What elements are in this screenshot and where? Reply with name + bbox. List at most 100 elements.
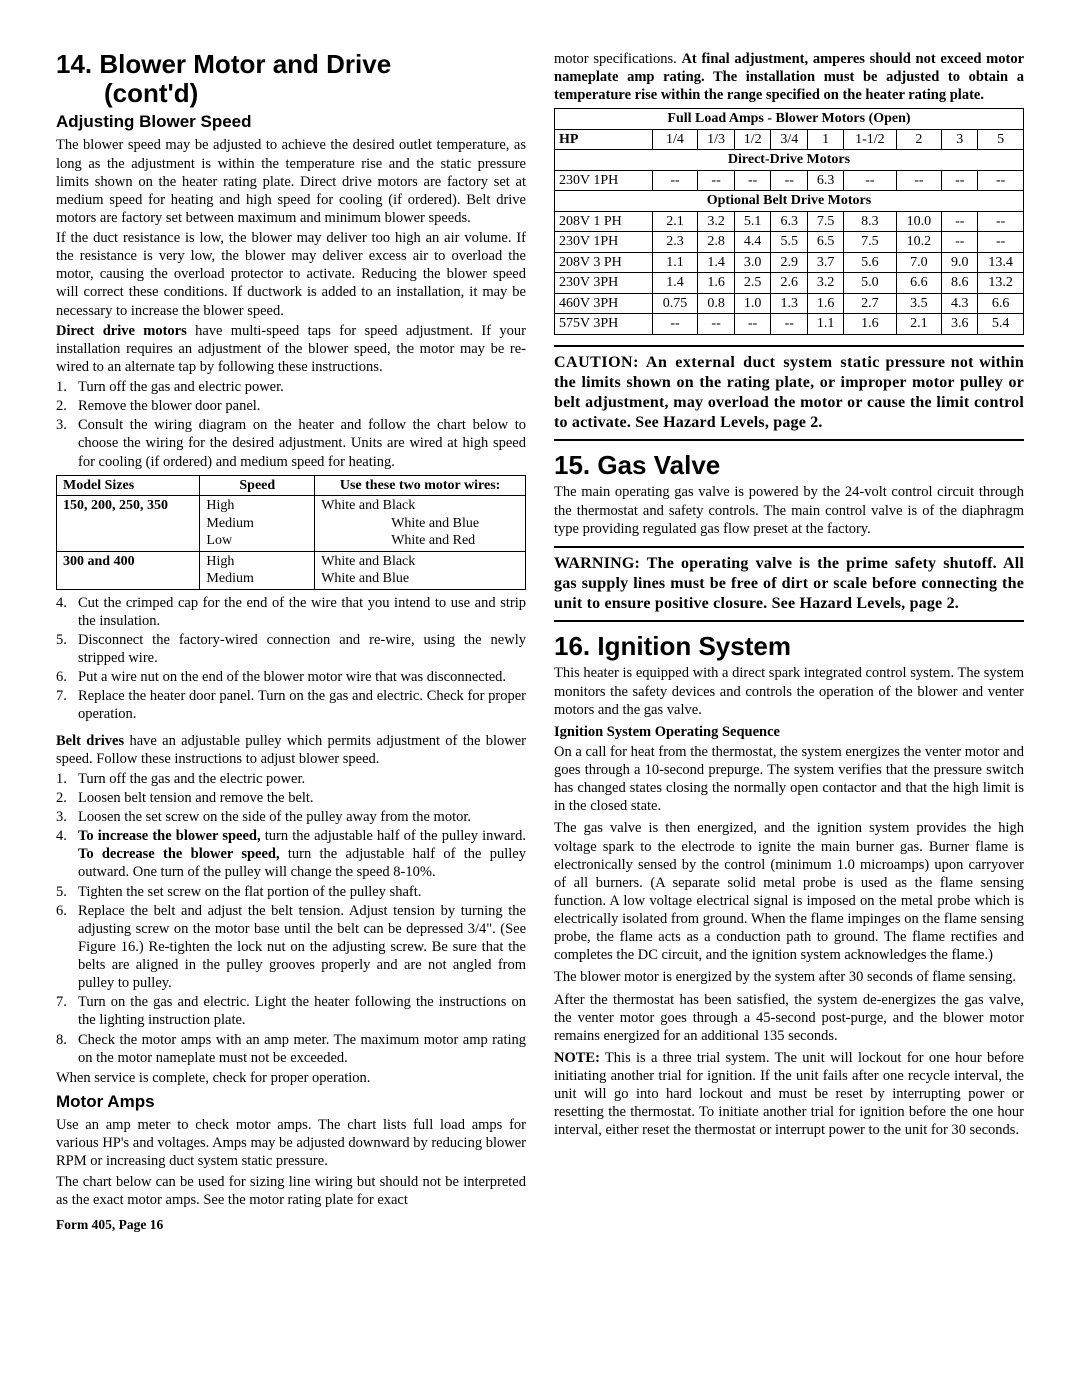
wire-val: White and Blue <box>321 515 519 533</box>
page-footer: Form 405, Page 16 <box>56 1217 526 1234</box>
amp-cell: 6.5 <box>808 232 844 253</box>
list-item: Put a wire nut on the end of the blower … <box>56 668 526 686</box>
amp-cell: 3.2 <box>808 273 844 294</box>
para-belt-drive: Belt drives have an adjustable pulley wh… <box>56 732 526 768</box>
row-label: 208V 3 PH <box>555 252 653 273</box>
table-row: 230V 3PH 1.41.62.52.63.25.06.68.613.2 <box>555 273 1024 294</box>
para-ig-d: The blower motor is energized by the sys… <box>554 968 1024 986</box>
section-16-title: 16. Ignition System <box>554 632 1024 661</box>
table-row: 230V 1PH --------6.3-------- <box>555 170 1024 191</box>
amp-cell: -- <box>896 170 942 191</box>
amp-cell: -- <box>734 170 771 191</box>
wire-val: White and Blue <box>321 570 519 588</box>
amp-cell: 4.3 <box>942 293 978 314</box>
para-direct-drive: Direct drive motors have multi-speed tap… <box>56 322 526 376</box>
para-ig-c: The gas valve is then energized, and the… <box>554 819 1024 964</box>
cell-model: 150, 200, 250, 350 <box>57 496 200 552</box>
col-hp: 1/2 <box>734 129 771 150</box>
col-hp: 1 <box>808 129 844 150</box>
para-service-complete: When service is complete, check for prop… <box>56 1069 526 1087</box>
warning-box: WARNING: The operating valve is the prim… <box>554 546 1024 622</box>
caution-box: CAUTION: An external duct system static … <box>554 345 1024 441</box>
list-belt: Turn off the gas and the electric power.… <box>56 770 526 1067</box>
cell-wires: White and Black White and Blue White and… <box>315 496 526 552</box>
col-speed: Speed <box>200 475 315 496</box>
para-ig-f: NOTE: This is a three trial system. The … <box>554 1049 1024 1140</box>
table-row: 150, 200, 250, 350 High Medium Low White… <box>57 496 526 552</box>
amp-cell: 6.3 <box>771 211 808 232</box>
hp-label: HP <box>555 129 653 150</box>
cell-wires: White and Black White and Blue <box>315 551 526 589</box>
left-column: 14. Blower Motor and Drive (cont'd) Adju… <box>56 50 526 1234</box>
amp-cell: 0.75 <box>652 293 698 314</box>
amp-cell: 5.5 <box>771 232 808 253</box>
list-item: Consult the wiring diagram on the heater… <box>56 416 526 470</box>
col-model: Model Sizes <box>57 475 200 496</box>
list-item: Tighten the set screw on the flat portio… <box>56 883 526 901</box>
cell-speed: High Medium <box>200 551 315 589</box>
amp-cell: 1.6 <box>844 314 896 335</box>
table-row-header: Model Sizes Speed Use these two motor wi… <box>57 475 526 496</box>
subheading-motor-amps: Motor Amps <box>56 1091 526 1112</box>
table-row: 300 and 400 High Medium White and Black … <box>57 551 526 589</box>
amp-cell: 0.8 <box>698 293 735 314</box>
caution-line-1: CAUTION: An external duct system static <box>554 354 880 371</box>
amp-cell: 13.2 <box>978 273 1024 294</box>
amp-cell: 13.4 <box>978 252 1024 273</box>
speed-val: High <box>206 497 274 515</box>
bold-decrease: To decrease the blower speed, <box>78 846 280 862</box>
bold-belt: Belt drives <box>56 733 124 749</box>
table-row: 208V 1 PH 2.13.25.16.37.58.310.0---- <box>555 211 1024 232</box>
amp-cell: 1.6 <box>698 273 735 294</box>
amp-cell: -- <box>978 232 1024 253</box>
hp-text: HP <box>559 132 578 147</box>
amp-cell: 3.0 <box>734 252 771 273</box>
amp-cell: 2.9 <box>771 252 808 273</box>
amp-cell: -- <box>652 314 698 335</box>
amp-cell: 8.6 <box>942 273 978 294</box>
list-item: Replace the belt and adjust the belt ten… <box>56 902 526 993</box>
table-row: Direct-Drive Motors <box>555 150 1024 171</box>
amp-cell: 1.6 <box>808 293 844 314</box>
amp-cell: 4.4 <box>734 232 771 253</box>
list-item: Replace the heater door panel. Turn on t… <box>56 687 526 723</box>
speed-val: High <box>206 553 274 571</box>
list-item: Loosen belt tension and remove the belt. <box>56 789 526 807</box>
col-wires: Use these two motor wires: <box>315 475 526 496</box>
model-text: 300 and 400 <box>63 554 135 569</box>
wire-val: White and Black <box>321 553 519 571</box>
amp-cell: -- <box>771 170 808 191</box>
row-label: 208V 1 PH <box>555 211 653 232</box>
cell-model: 300 and 400 <box>57 551 200 589</box>
col-hp: 3 <box>942 129 978 150</box>
section-14-title: 14. Blower Motor and Drive (cont'd) <box>56 50 526 107</box>
text-belt: have an adjustable pulley which permits … <box>56 733 526 767</box>
table-row: 208V 3 PH 1.11.43.02.93.75.67.09.013.4 <box>555 252 1024 273</box>
amp-cell: 1.4 <box>652 273 698 294</box>
para-ig-b: On a call for heat from the thermostat, … <box>554 743 1024 816</box>
amp-cell: 3.5 <box>896 293 942 314</box>
para-ignition-intro: This heater is equipped with a direct sp… <box>554 664 1024 718</box>
amp-cell: 2.1 <box>896 314 942 335</box>
row-label: 230V 3PH <box>555 273 653 294</box>
table-row: HP 1/4 1/3 1/2 3/4 1 1-1/2 2 3 5 <box>555 129 1024 150</box>
text-note: This is a three trial system. The unit w… <box>554 1050 1024 1139</box>
para-amps-1: Use an amp meter to check motor amps. Th… <box>56 1116 526 1170</box>
subheading-adjusting: Adjusting Blower Speed <box>56 111 526 132</box>
speed-val: Medium <box>206 515 274 533</box>
row-label: 575V 3PH <box>555 314 653 335</box>
section-15-title: 15. Gas Valve <box>554 451 1024 480</box>
amp-cell: 5.0 <box>844 273 896 294</box>
wire-table: Model Sizes Speed Use these two motor wi… <box>56 475 526 590</box>
col-hp: 1/4 <box>652 129 698 150</box>
amp-cell: 8.3 <box>844 211 896 232</box>
list-item: Loosen the set screw on the side of the … <box>56 808 526 826</box>
bold-increase: To increase the blower speed, <box>78 828 261 844</box>
col-hp: 1/3 <box>698 129 735 150</box>
table-row: Full Load Amps - Blower Motors (Open) <box>555 109 1024 130</box>
amp-cell: -- <box>844 170 896 191</box>
row-label: 230V 1PH <box>555 232 653 253</box>
wire-val: White and Red <box>321 532 519 550</box>
amp-cell: 1.4 <box>698 252 735 273</box>
para-gas-valve: The main operating gas valve is powered … <box>554 483 1024 537</box>
